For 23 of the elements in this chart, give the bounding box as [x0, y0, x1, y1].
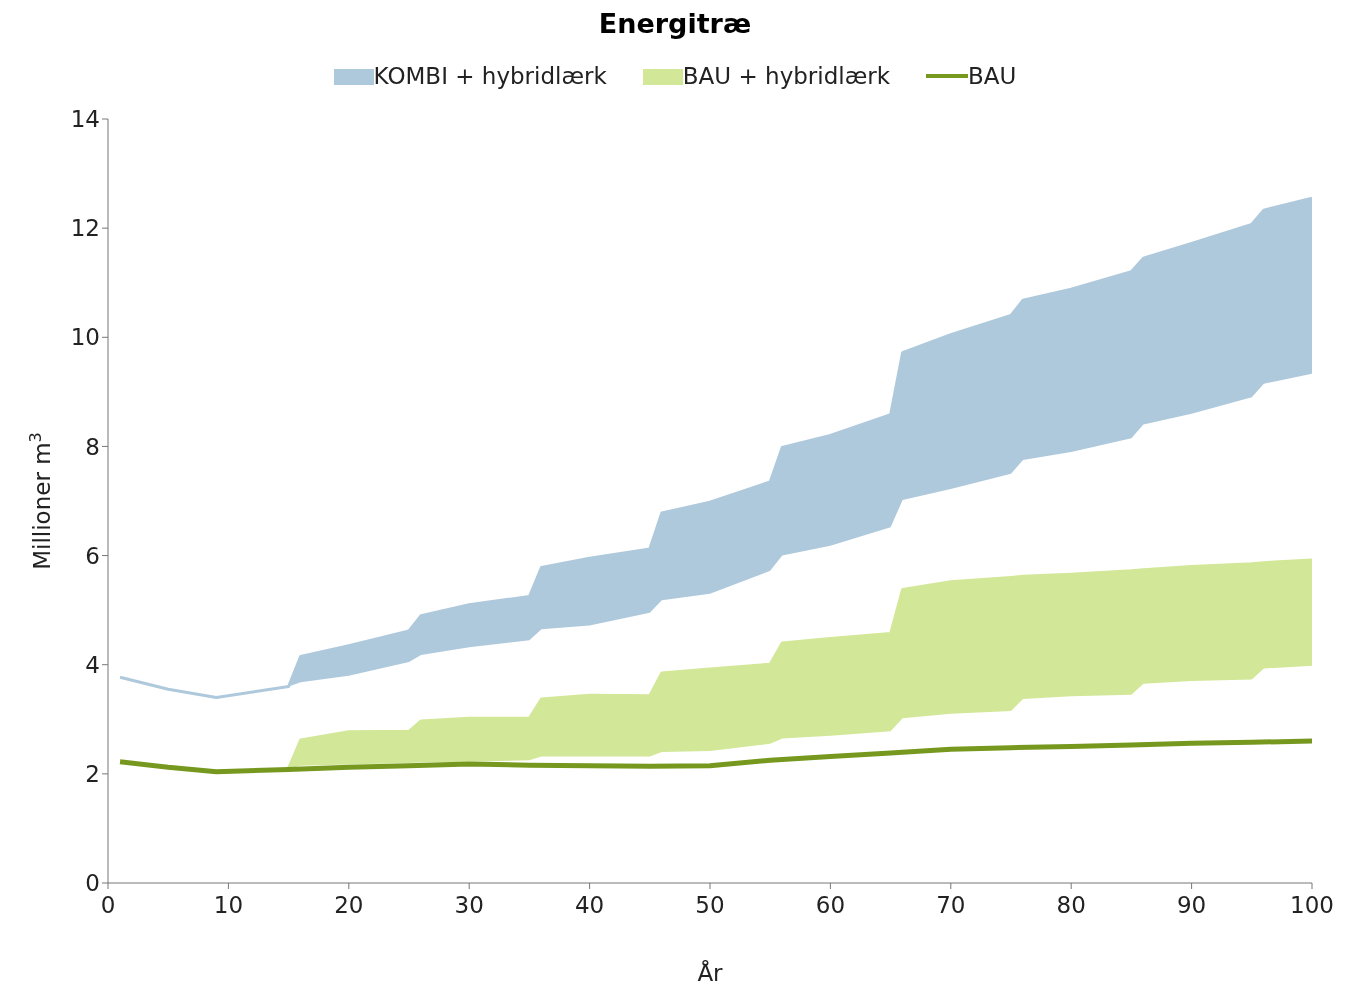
chart-title: Energitræ — [597, 8, 753, 39]
x-tick-label: 30 — [454, 892, 484, 919]
legend-label: BAU — [967, 63, 1017, 89]
x-axis-title: År — [697, 959, 724, 986]
y-tick-label: 2 — [85, 761, 100, 788]
y-tick-label: 14 — [70, 106, 100, 133]
x-tick-label: 80 — [1056, 892, 1086, 919]
x-tick-label: 40 — [574, 892, 605, 919]
x-tick-label: 90 — [1176, 892, 1207, 919]
legend-label: BAU + hybridlærk — [681, 63, 891, 89]
y-tick-label: 8 — [85, 433, 100, 460]
x-tick-label: 10 — [213, 892, 244, 919]
x-tick-label: 50 — [695, 892, 725, 919]
y-tick-label: 4 — [85, 651, 100, 678]
y-tick-label: 10 — [70, 324, 100, 351]
x-tick-label: 20 — [334, 892, 364, 919]
y-tick-label: 6 — [85, 542, 100, 569]
y-tick-label: 12 — [70, 215, 100, 242]
x-tick-label: 60 — [815, 892, 846, 919]
y-tick-label: 0 — [85, 870, 100, 897]
legend-label: KOMBI + hybridlærk — [372, 63, 607, 89]
x-tick-label: 70 — [936, 892, 966, 919]
x-tick-label: 100 — [1290, 892, 1334, 919]
